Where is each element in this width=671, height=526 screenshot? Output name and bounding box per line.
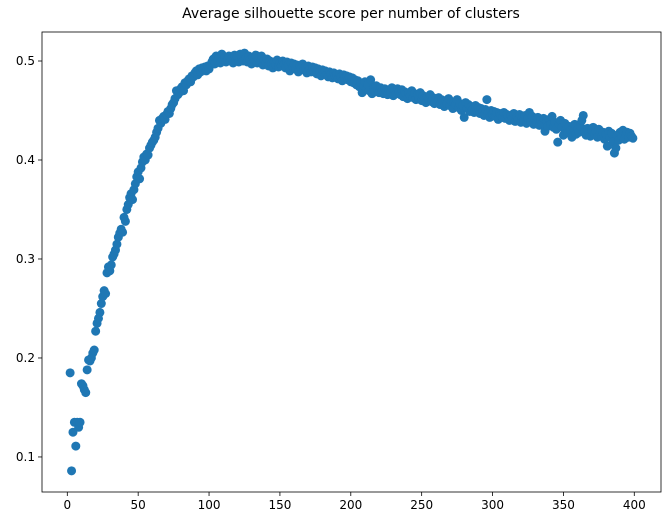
- point: [91, 326, 101, 336]
- x-tick-label: 350: [552, 498, 575, 512]
- point: [71, 441, 81, 451]
- axes-frame: [41, 31, 662, 493]
- x-tick-label: 200: [339, 498, 362, 512]
- y-tick-label: 0.2: [16, 351, 35, 365]
- point: [578, 110, 588, 120]
- x-tick-label: 150: [268, 498, 291, 512]
- point: [366, 75, 376, 85]
- point: [628, 133, 638, 143]
- point: [120, 216, 130, 226]
- point: [95, 307, 105, 317]
- y-tick-label: 0.1: [16, 450, 35, 464]
- x-tick-label: 300: [481, 498, 504, 512]
- point: [482, 95, 492, 105]
- point: [143, 150, 153, 160]
- point: [81, 388, 91, 398]
- x-tick-label: 400: [623, 498, 646, 512]
- point: [82, 365, 92, 375]
- point: [96, 299, 106, 309]
- point: [135, 174, 145, 184]
- chart-title: Average silhouette score per number of c…: [182, 6, 520, 22]
- point: [112, 239, 122, 249]
- point: [75, 417, 85, 427]
- x-tick-label: 50: [131, 498, 146, 512]
- x-tick-label: 0: [63, 498, 71, 512]
- point: [553, 137, 563, 147]
- point: [89, 345, 99, 355]
- point: [118, 227, 128, 237]
- x-tick-label: 100: [198, 498, 221, 512]
- point: [128, 195, 138, 205]
- point: [611, 143, 621, 153]
- point: [101, 289, 111, 299]
- y-tick-label: 0.5: [16, 54, 35, 68]
- point: [106, 260, 116, 270]
- x-tick-label: 250: [410, 498, 433, 512]
- y-tick-label: 0.3: [16, 252, 35, 266]
- y-tick-label: 0.4: [16, 153, 35, 167]
- point: [67, 466, 77, 476]
- point: [459, 112, 469, 122]
- point: [65, 368, 75, 378]
